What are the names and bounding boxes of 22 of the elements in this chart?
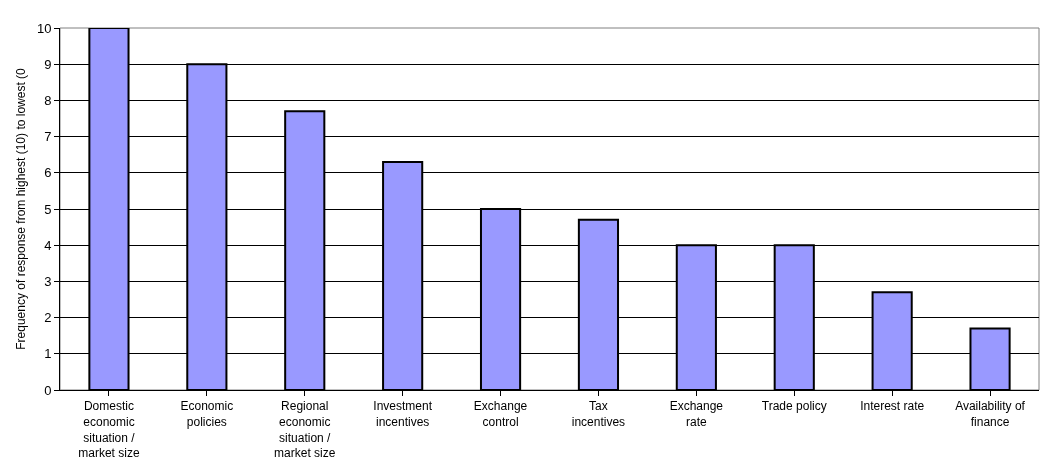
y-tick-label: 4: [44, 237, 52, 253]
y-axis-title: Frequency of response from highest (10) to lowest (0: [14, 67, 29, 350]
x-tick-label: Exchange control: [473, 399, 528, 429]
x-tick-label: Investment incentives: [373, 399, 433, 429]
y-tick-label: 2: [44, 310, 52, 326]
y-tick-label: 10: [36, 20, 52, 36]
y-tick-label: 0: [44, 382, 52, 398]
y-tick-label: 5: [44, 201, 52, 217]
x-tick-label: Trade policy: [761, 399, 827, 414]
y-tick-label: 8: [44, 92, 52, 108]
y-tick-label: 1: [44, 346, 52, 362]
y-tick-label: 6: [44, 165, 52, 181]
x-tick-label: Tax incentives: [571, 399, 626, 429]
x-tick-label: Domestic economic situation / market size: [78, 399, 140, 461]
y-tick-label: 9: [44, 56, 52, 72]
x-tick-label: Exchange rate: [669, 399, 724, 429]
y-tick-label: 3: [44, 273, 52, 289]
x-tick-label: Interest rate: [860, 399, 925, 414]
x-tick-label: Economic policies: [180, 399, 234, 429]
x-tick-label: Availability of finance: [955, 399, 1026, 429]
x-tick-label: Regional economic situation / market size: [274, 399, 336, 461]
y-tick-label: 7: [44, 129, 52, 145]
